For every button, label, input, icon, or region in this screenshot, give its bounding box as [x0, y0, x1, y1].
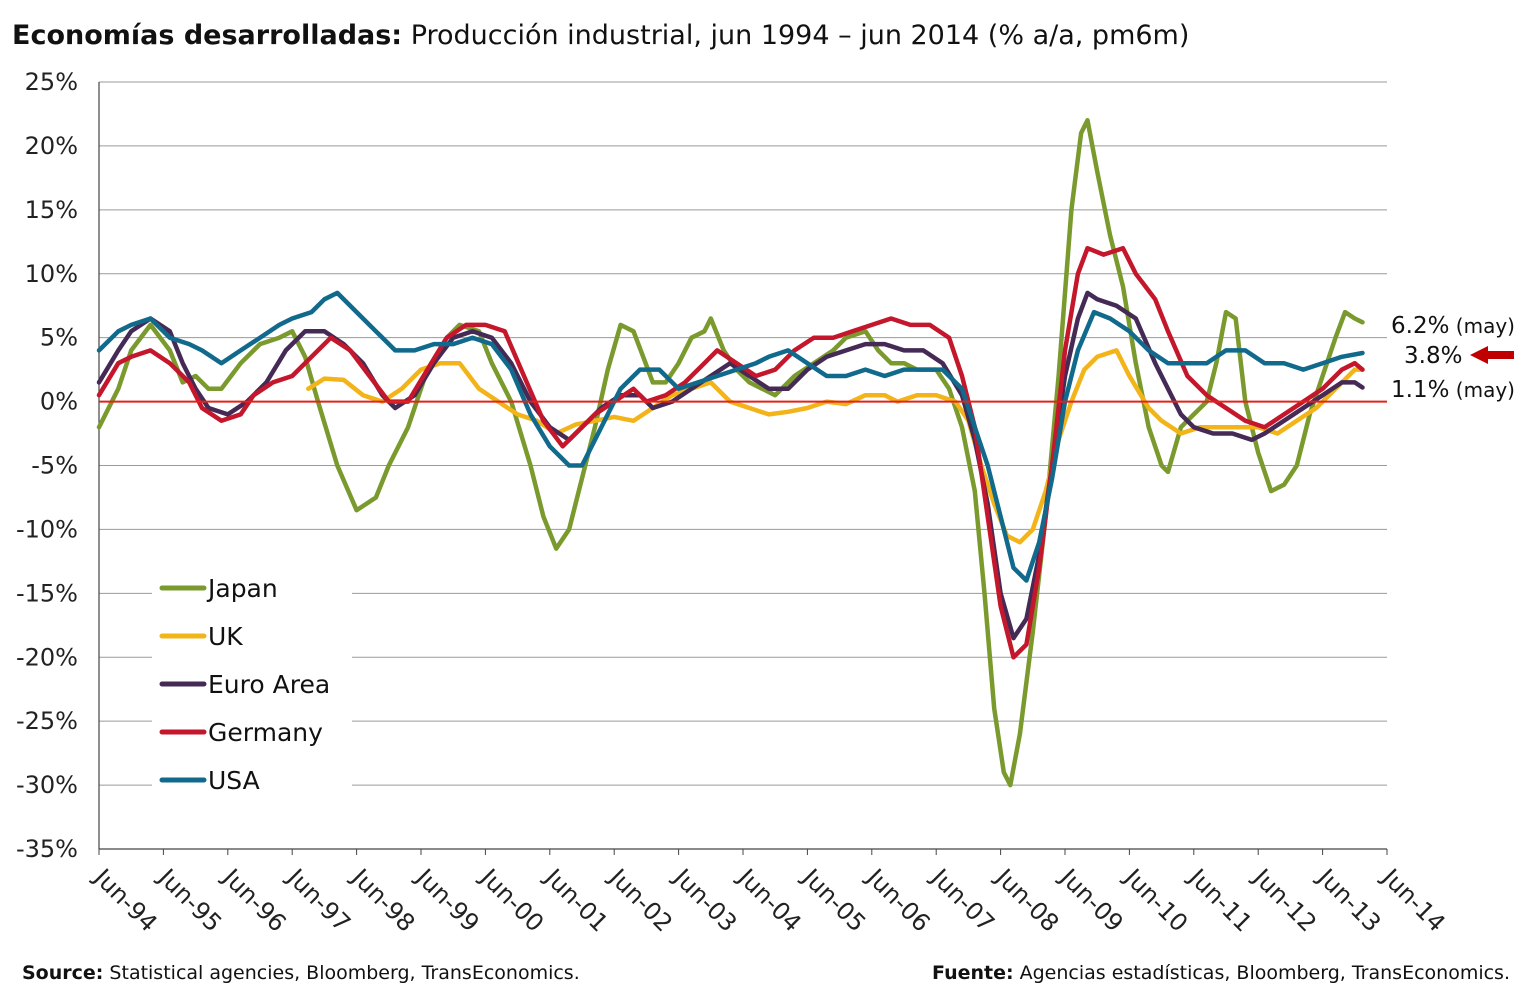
x-tick-label: Jun-14: [1375, 862, 1450, 937]
y-tick-label: 5%: [40, 324, 78, 352]
legend-label: Germany: [208, 718, 323, 747]
series-line-uk: [306, 348, 1365, 545]
y-tick-label: 10%: [25, 260, 78, 288]
y-tick-label: -5%: [31, 452, 78, 480]
footer-source: Source: Statistical agencies, Bloomberg,…: [22, 962, 580, 984]
end-label-suffix: (may): [1449, 378, 1515, 402]
y-tick-label: -35%: [16, 835, 78, 863]
end-label-suffix: (may): [1449, 314, 1515, 338]
legend-background: [152, 566, 352, 811]
chart-title: Economías desarrolladas: Producción indu…: [12, 20, 1189, 51]
x-tick-label: Jun-12: [1247, 862, 1322, 937]
y-tick-label: 0%: [40, 388, 78, 416]
y-tick-label: 15%: [25, 196, 78, 224]
legend: Japan UK Euro Area Germany USA: [152, 566, 352, 811]
x-tick-label: Jun-11: [1182, 862, 1257, 937]
x-tick-label: Jun-07: [925, 862, 1000, 937]
x-tick-label: Jun-99: [409, 862, 484, 937]
x-tick-label: Jun-00: [474, 862, 549, 937]
y-tick-label: -10%: [16, 515, 78, 543]
x-tick-label: Jun-94: [87, 862, 162, 937]
footer-fuente: Fuente: Agencias estadísticas, Bloomberg…: [932, 962, 1510, 984]
legend-label: UK: [208, 622, 243, 651]
footer-fuente-text: Agencias estadísticas, Bloomberg, TransE…: [1013, 962, 1510, 984]
series-lines: [96, 118, 1387, 788]
x-tick-label: Jun-09: [1053, 862, 1128, 937]
y-tick-label: 25%: [25, 68, 78, 96]
series-line-usa: [96, 290, 1365, 583]
end-label-euro-area: 1.1% (may): [1391, 377, 1515, 403]
end-label-usa: 3.8%: [1404, 343, 1462, 369]
x-tick-label: Jun-02: [603, 862, 678, 937]
y-tick-label: -25%: [16, 707, 78, 735]
end-label-value: 1.1%: [1391, 377, 1449, 403]
legend-label: Japan: [206, 574, 278, 603]
x-tick-label: Jun-98: [345, 862, 420, 937]
x-tick-label: Jun-96: [216, 862, 291, 937]
end-label-japan: 6.2% (may): [1391, 313, 1515, 339]
arrow-icon: [1470, 346, 1514, 364]
x-tick-label: Jun-10: [1118, 862, 1193, 937]
y-tick-label: -20%: [16, 643, 78, 671]
x-tick-label: Jun-04: [731, 862, 806, 937]
x-tick-label: Jun-95: [152, 862, 227, 937]
y-tick-label: 20%: [25, 132, 78, 160]
y-tick-label: -30%: [16, 771, 78, 799]
x-tick-label: Jun-01: [538, 862, 613, 937]
footer-source-label: Source:: [22, 962, 104, 984]
series-line-euro-area: [96, 290, 1365, 641]
footer-source-text: Statistical agencies, Bloomberg, TransEc…: [103, 962, 580, 984]
x-tick-label: Jun-05: [796, 862, 871, 937]
x-tick-label: Jun-97: [281, 862, 356, 937]
end-label-value: 3.8%: [1404, 343, 1462, 369]
series-line-germany: [96, 245, 1365, 660]
legend-label: Euro Area: [208, 670, 330, 699]
chart-title-rest: Producción industrial, jun 1994 – jun 20…: [402, 20, 1190, 51]
x-tick-label: Jun-13: [1311, 862, 1386, 937]
footer-fuente-label: Fuente:: [932, 962, 1014, 984]
series-line-japan: [96, 118, 1365, 788]
y-tick-label: -15%: [16, 579, 78, 607]
legend-label: USA: [208, 766, 260, 795]
end-annotations: 6.2% (may) 3.8% 1.1% (may): [1391, 313, 1515, 403]
end-label-value: 6.2%: [1391, 313, 1449, 339]
x-tick-label: Jun-08: [989, 862, 1064, 937]
x-tick-label: Jun-03: [667, 862, 742, 937]
x-tick-label: Jun-06: [860, 862, 935, 937]
chart-title-bold: Economías desarrolladas:: [12, 20, 403, 51]
